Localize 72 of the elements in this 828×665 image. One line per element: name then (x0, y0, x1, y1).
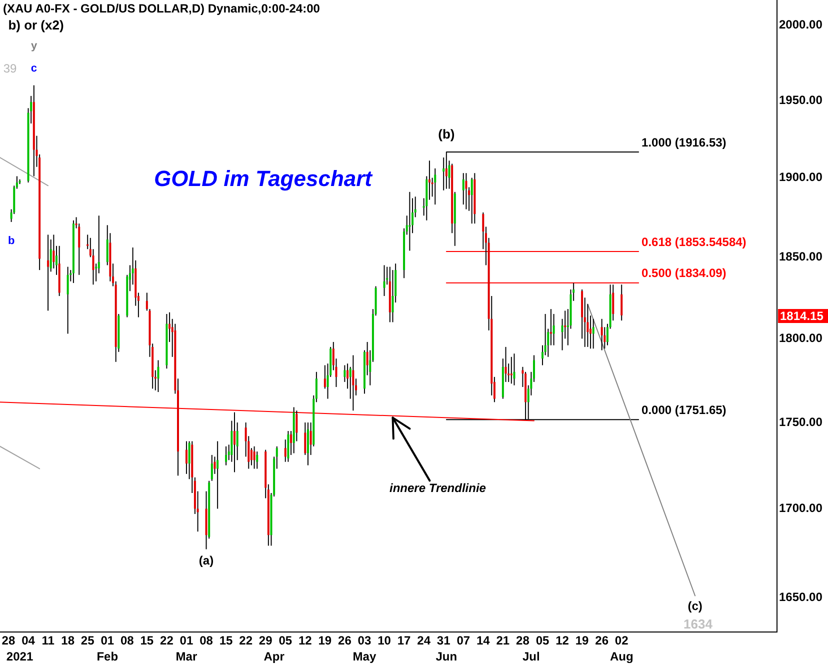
x-tick-label: 05 (278, 634, 292, 648)
x-tick-label: 28 (2, 634, 16, 648)
y-tick-label: 1850.00 (779, 249, 823, 264)
x2-tick-label: Feb (96, 649, 118, 664)
x2-tick-label: Jul (522, 649, 540, 664)
x-tick-label: 03 (358, 634, 372, 648)
annotation: y (30, 40, 38, 52)
text: 1814.15 (780, 308, 824, 323)
x-tick-label: 22 (239, 634, 253, 648)
x2-tick-label: May (352, 649, 376, 664)
candlestick (550, 309, 552, 346)
x-tick-label: 26 (338, 634, 352, 648)
annotation: c (30, 62, 37, 74)
x-tick-label: 29 (258, 634, 273, 648)
annotation: b (8, 235, 15, 247)
candlestick (95, 264, 98, 282)
x2-tick-label: 2021 (6, 649, 34, 664)
x2-tick-label: Jun (436, 649, 458, 664)
annotation: 39 (3, 61, 17, 76)
x2-tick-label: Apr (264, 649, 285, 664)
chart-title: (XAU A0-FX - GOLD/US DOLLAR,D) Dynamic,0:00-24:00 (3, 1, 320, 16)
x-tick-label: 01 (180, 634, 194, 648)
x-tick-label: 26 (595, 634, 609, 648)
x-tick-label: 10 (378, 634, 392, 648)
x-tick-label: 21 (496, 634, 510, 648)
x-tick-label: 15 (219, 634, 234, 648)
candlestick (428, 160, 430, 200)
x-tick-label: 19 (575, 634, 590, 648)
x-tick-label: 14 (476, 634, 490, 648)
y-tick-label: 1900.00 (779, 170, 823, 184)
y-tick-label: 2000.00 (779, 17, 823, 32)
annotation: 1634 (684, 616, 714, 632)
x2-tick-label: Mar (176, 649, 198, 664)
annotation: innere Trendlinie (390, 480, 486, 495)
y-tick-label: 1700.00 (779, 501, 823, 516)
x-tick-label: 01 (100, 634, 114, 648)
candlestick (408, 192, 411, 251)
y-tick-label: 1800.00 (779, 330, 823, 345)
y-tick-label: 1650.00 (779, 590, 823, 604)
y-tick-label: 1750.00 (779, 414, 823, 429)
x-tick-label: 31 (436, 634, 451, 648)
annotation: 0.618 (1853.54584) (642, 234, 746, 249)
x2-tick-label: Aug (610, 649, 634, 664)
x-tick-label: 08 (200, 634, 214, 648)
annotation: (b) (438, 126, 455, 142)
x-tick-label: 24 (417, 634, 431, 648)
annotation: 1.000 (1916.53) (642, 135, 726, 150)
candlestick (442, 158, 445, 190)
annotation: b) or (x2) (8, 18, 64, 33)
x-tick-label: 12 (556, 634, 570, 648)
x-tick-label: 28 (516, 634, 530, 648)
x-tick-label: 18 (61, 634, 75, 648)
annotation: 0.500 (1834.09) (642, 266, 726, 280)
x-tick-label: 12 (298, 634, 312, 648)
x-tick-label: 15 (140, 634, 154, 648)
x-tick-label: 04 (22, 634, 36, 648)
annotation: (c) (688, 599, 702, 614)
annotation: 0.000 (1751.65) (642, 402, 726, 417)
candlestick (510, 356, 512, 384)
annotation: (a) (198, 554, 214, 568)
x-tick-label: 05 (536, 634, 550, 648)
x-tick-label: 08 (120, 634, 134, 648)
text: GOLD im Tageschart (154, 166, 374, 192)
y-tick-label: 1950.00 (779, 92, 823, 107)
x-tick-label: 11 (42, 634, 55, 648)
x-tick-label: 07 (456, 634, 470, 648)
x-tick-label: 19 (318, 634, 332, 648)
x-tick-label: 22 (160, 634, 174, 648)
x-tick-label: 17 (397, 634, 412, 648)
x-tick-label: 25 (80, 634, 95, 648)
candlestick (47, 234, 50, 311)
x-tick-label: 02 (614, 634, 629, 648)
